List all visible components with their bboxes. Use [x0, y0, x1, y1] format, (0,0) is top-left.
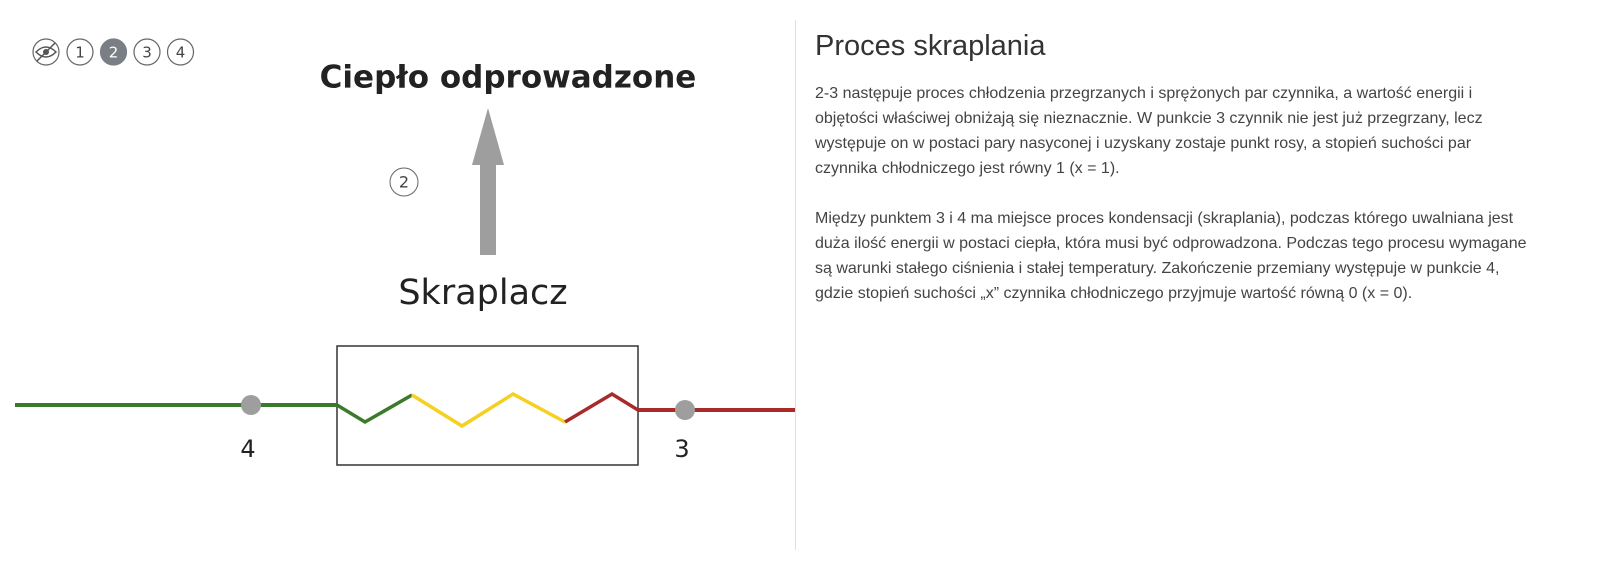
divider	[795, 20, 796, 550]
step-button[interactable]: 2	[99, 38, 128, 66]
step-button[interactable]: 1	[66, 38, 94, 66]
paragraph: Między punktem 3 i 4 ma miejsce proces k…	[815, 210, 1527, 302]
step-button[interactable]: 3	[133, 38, 161, 66]
step-label: 1	[75, 44, 85, 62]
step-marker	[389, 167, 419, 197]
visibility-toggle[interactable]	[32, 38, 60, 66]
component-label: Skraplacz	[398, 273, 567, 313]
heat-label: Ciepło odprowadzone	[320, 60, 697, 96]
point-left-label: 4	[240, 435, 255, 463]
step-circle	[66, 38, 94, 66]
paragraph: 2-3 następuje proces chłodzenia przegrza…	[815, 85, 1483, 177]
diagram: 1 2 3 4 Ciepło odprowadzone 2 Skraplacz 4 3	[15, 38, 795, 466]
coil-mixture	[411, 391, 566, 429]
coil-liquid	[336, 393, 413, 425]
step-circle	[99, 38, 128, 66]
coil-vapor	[564, 391, 639, 424]
step-label: 3	[142, 44, 152, 62]
heat-arrow	[472, 108, 504, 255]
step-nav: 1 2 3 4	[66, 38, 195, 66]
step-marker-label: 2	[399, 173, 409, 192]
step-button[interactable]: 4	[166, 38, 195, 66]
panel-title: Proces skraplania	[815, 30, 1046, 62]
step-circle	[166, 38, 195, 66]
step-label: 4	[176, 44, 186, 62]
description-panel: Proces skraplania 2-3 następuje proces c…	[815, 30, 1535, 331]
panel-body: 2-3 następuje proces chłodzenia przegrza…	[815, 81, 1535, 306]
point-4	[241, 395, 261, 415]
point-3	[675, 400, 695, 420]
point-right-label: 3	[674, 435, 689, 463]
step-label: 2	[109, 44, 119, 62]
step-circle	[133, 38, 161, 66]
